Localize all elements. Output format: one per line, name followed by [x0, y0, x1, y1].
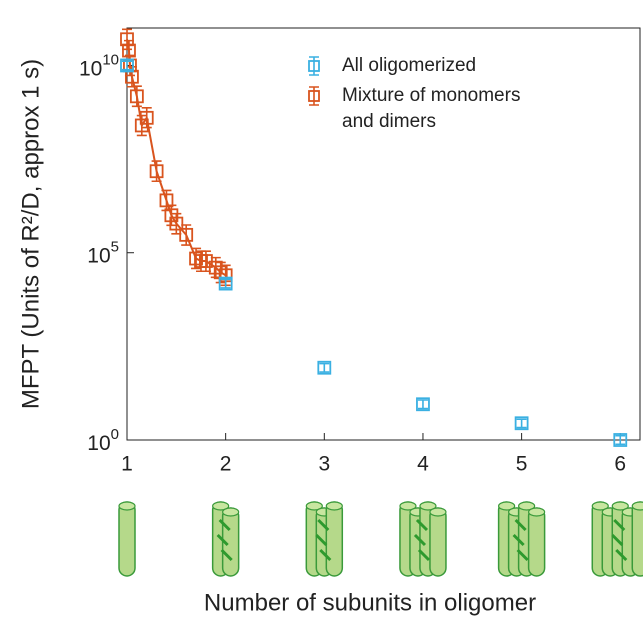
marker	[169, 216, 184, 231]
contact	[315, 518, 332, 562]
error-bar	[516, 418, 527, 429]
x-axis-label: Number of subunits in oligomer	[204, 589, 536, 616]
legend-label: All oligomerized	[342, 55, 476, 76]
cylinder-top	[222, 507, 240, 517]
cylinder	[429, 507, 447, 577]
cylinder-top	[325, 501, 343, 511]
cylinder	[527, 507, 546, 577]
legend-swatch	[309, 56, 319, 76]
x-tick-label: 6	[614, 453, 626, 476]
error-bar	[151, 160, 162, 183]
plot-frame	[126, 27, 641, 441]
y-tick-label: 105	[87, 239, 119, 268]
legend-label: Mixture of monomers and dimers	[342, 85, 520, 132]
contact	[611, 518, 628, 562]
error-bar	[161, 189, 172, 212]
contact	[216, 518, 233, 562]
x-tick-label: 2	[220, 453, 232, 476]
cylinder-top	[419, 501, 437, 511]
legend-marker	[308, 60, 320, 72]
y-tick-label: 1010	[79, 51, 119, 80]
y-tick-label: 100	[87, 426, 119, 455]
marker	[218, 276, 233, 291]
error-bar	[122, 60, 132, 71]
marker	[149, 164, 164, 179]
marker	[139, 110, 154, 125]
marker	[179, 227, 194, 242]
marker	[514, 416, 529, 431]
cylinder-top	[399, 501, 417, 511]
cylinder	[118, 501, 136, 577]
error-bar	[220, 278, 231, 289]
error-bar	[615, 434, 626, 446]
y-axis-label: MFPT (Units of R²/D, approx 1 s)	[17, 59, 44, 409]
cylinder-top	[528, 507, 546, 517]
marker	[189, 251, 203, 266]
x-tick-label: 4	[417, 453, 429, 476]
marker	[416, 397, 430, 412]
x-tick-label: 5	[516, 453, 528, 476]
error-bar	[131, 85, 142, 108]
x-tick-label: 3	[318, 453, 330, 476]
marker	[122, 43, 136, 58]
error-bar	[417, 399, 428, 410]
marker	[613, 433, 628, 447]
marker	[164, 208, 179, 223]
cylinder-top	[591, 501, 609, 511]
marker	[208, 260, 223, 275]
cylinder	[325, 501, 344, 577]
cylinder-top	[212, 501, 230, 511]
x-tick-label: 1	[121, 453, 133, 476]
marker	[134, 118, 149, 133]
cylinder-top	[498, 501, 516, 511]
error-bar	[319, 362, 330, 373]
marker	[317, 360, 332, 375]
contact	[512, 518, 529, 562]
marker	[159, 193, 174, 208]
cylinder-top	[518, 501, 536, 511]
marker	[120, 58, 134, 73]
oligomer-icons	[118, 501, 643, 577]
cylinder-top	[305, 501, 323, 511]
series-line	[126, 39, 227, 277]
cylinder-top	[631, 501, 643, 511]
cylinder-top	[118, 501, 136, 511]
cylinder	[631, 501, 643, 577]
cylinder-top	[429, 507, 447, 517]
contact	[413, 518, 431, 562]
cylinder-top	[611, 501, 629, 511]
marker	[129, 89, 144, 104]
legend-marker	[308, 90, 320, 102]
legend-swatch	[309, 86, 319, 106]
